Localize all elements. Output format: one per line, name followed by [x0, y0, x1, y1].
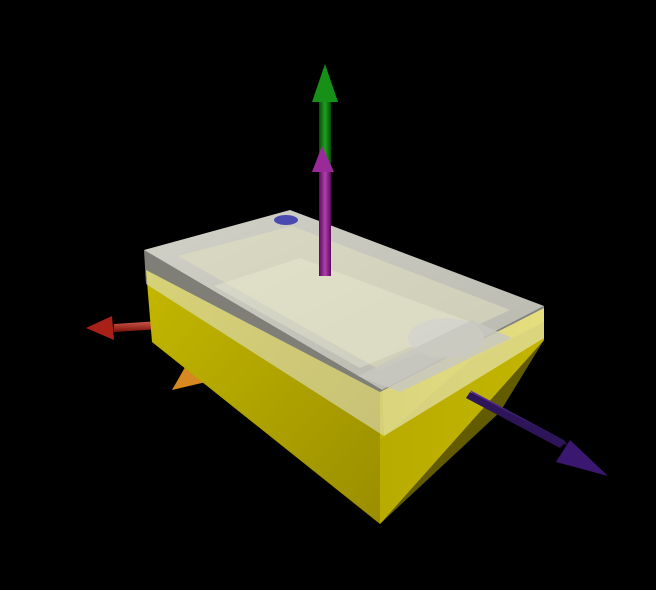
device-box[interactable] [144, 210, 544, 524]
z-axis-arrow[interactable] [466, 390, 608, 476]
marker-dot [274, 215, 298, 225]
normal-arrow[interactable] [312, 146, 334, 276]
